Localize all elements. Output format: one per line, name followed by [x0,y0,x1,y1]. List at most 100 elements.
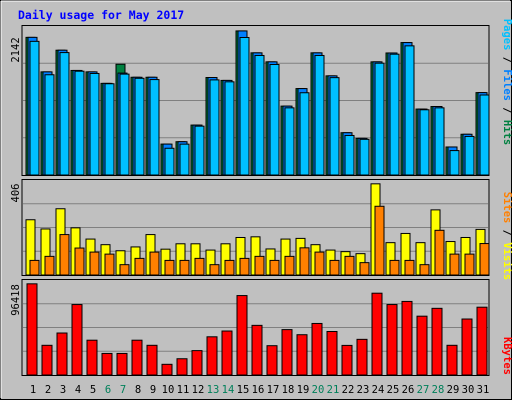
bar-pages [314,54,325,176]
bar-kbytes [86,339,98,376]
x-tick-label: 23 [357,384,370,396]
bar-sites [134,257,145,276]
bar-kbytes [266,345,278,376]
bar-sites [89,251,100,276]
bar-sites [269,259,280,276]
middle-panel-max-label: 406 [10,184,22,203]
bar-sites [389,259,400,276]
bottom-panel-max-label: 96418 [10,284,22,316]
x-tick-label: 4 [75,384,81,396]
x-tick-label: 2 [45,384,51,396]
x-tick-label: 24 [372,384,385,396]
x-axis-day-labels: 1 2 3 4 5 6 7 8 9 10 11 12 13 14 15 16 17 18 19 20 21 22 23 24 2… [30,384,489,396]
x-tick-label: 25 [387,384,400,396]
legend-kbytes: KBytes [501,337,512,375]
x-tick-label: 29 [447,384,460,396]
bar-kbytes [341,344,353,376]
bar-pages [449,150,460,176]
bar-kbytes [191,350,203,376]
bar-pages [269,63,280,176]
legend-pages-files-hits: Pages / Files / Hits [501,19,512,145]
top-panel-max-label: 2142 [10,37,22,62]
bar-pages [329,77,340,176]
x-tick-label: 5 [90,384,96,396]
x-tick-label: 8 [135,384,141,396]
bar-sites [224,259,235,276]
x-tick-label: 6 [105,384,111,396]
x-tick-label: 17 [267,384,280,396]
bar-pages [359,138,370,176]
bar-pages [224,81,235,176]
bar-sites [359,262,370,276]
x-tick-label: 1 [30,384,36,396]
bar-pages [149,79,160,176]
bar-sites [209,264,220,276]
chart-title: Daily usage for May 2017 [18,8,184,22]
bar-pages [104,83,115,176]
bar-sites [479,243,490,276]
x-tick-label: 3 [60,384,66,396]
legend-pages: Pages [501,19,512,51]
x-tick-label: 16 [252,384,265,396]
bar-pages [29,40,40,176]
bar-kbytes [251,324,263,376]
bar-pages [374,62,385,176]
bar-kbytes [116,352,128,376]
bar-kbytes [26,283,38,376]
bar-sites [404,259,415,276]
bars-pages-files-hits [25,30,490,176]
bar-sites [59,234,70,276]
bar-sites [434,229,445,276]
bar-kbytes [476,306,488,376]
bar-sites [419,264,430,276]
bars-sites-visits [25,183,490,276]
bar-pages [59,52,70,176]
bar-pages [239,36,250,176]
bar-pages [74,70,85,176]
x-tick-label: 9 [150,384,156,396]
x-tick-label: 26 [402,384,415,396]
x-tick-label: 31 [477,384,490,396]
bar-pages [479,94,490,176]
bar-pages [119,73,130,176]
bar-kbytes [296,334,308,376]
x-tick-label: 13 [207,384,220,396]
bar-kbytes [131,339,143,376]
legend-sites-visits: Sites / Visits [501,192,512,281]
bar-pages [44,74,55,176]
bar-sites [179,259,190,276]
x-tick-label: 30 [462,384,475,396]
x-tick-label: 27 [417,384,430,396]
bar-sites [464,253,475,276]
legend-hits: Hits [501,120,512,145]
legend-files: Files [501,69,512,101]
legend-kbytes: KBytes [501,337,512,375]
legend-middle: Sites / Visits [501,192,512,281]
bar-kbytes [461,318,473,376]
bar-pages [404,45,415,176]
x-tick-label: 12 [192,384,205,396]
x-tick-label: 11 [177,384,190,396]
bar-sites [374,205,385,276]
bar-sites [29,259,40,276]
bar-kbytes [326,330,338,376]
bar-sites [239,257,250,276]
bar-sites [344,255,355,276]
bar-kbytes [446,344,458,376]
x-tick-label: 22 [342,384,355,396]
x-tick-label: 20 [312,384,325,396]
bar-kbytes [401,300,413,376]
x-tick-label: 18 [282,384,295,396]
bar-kbytes [56,332,68,376]
bar-sites [44,255,55,276]
bar-pages [419,109,430,176]
bar-sites [119,264,130,276]
bar-sites [329,259,340,276]
x-tick-label: 19 [297,384,310,396]
legend-sites: Sites [501,192,512,224]
bar-sites [284,255,295,276]
bars-kbytes [26,283,488,376]
bar-kbytes [281,329,293,376]
bar-pages [254,54,265,176]
